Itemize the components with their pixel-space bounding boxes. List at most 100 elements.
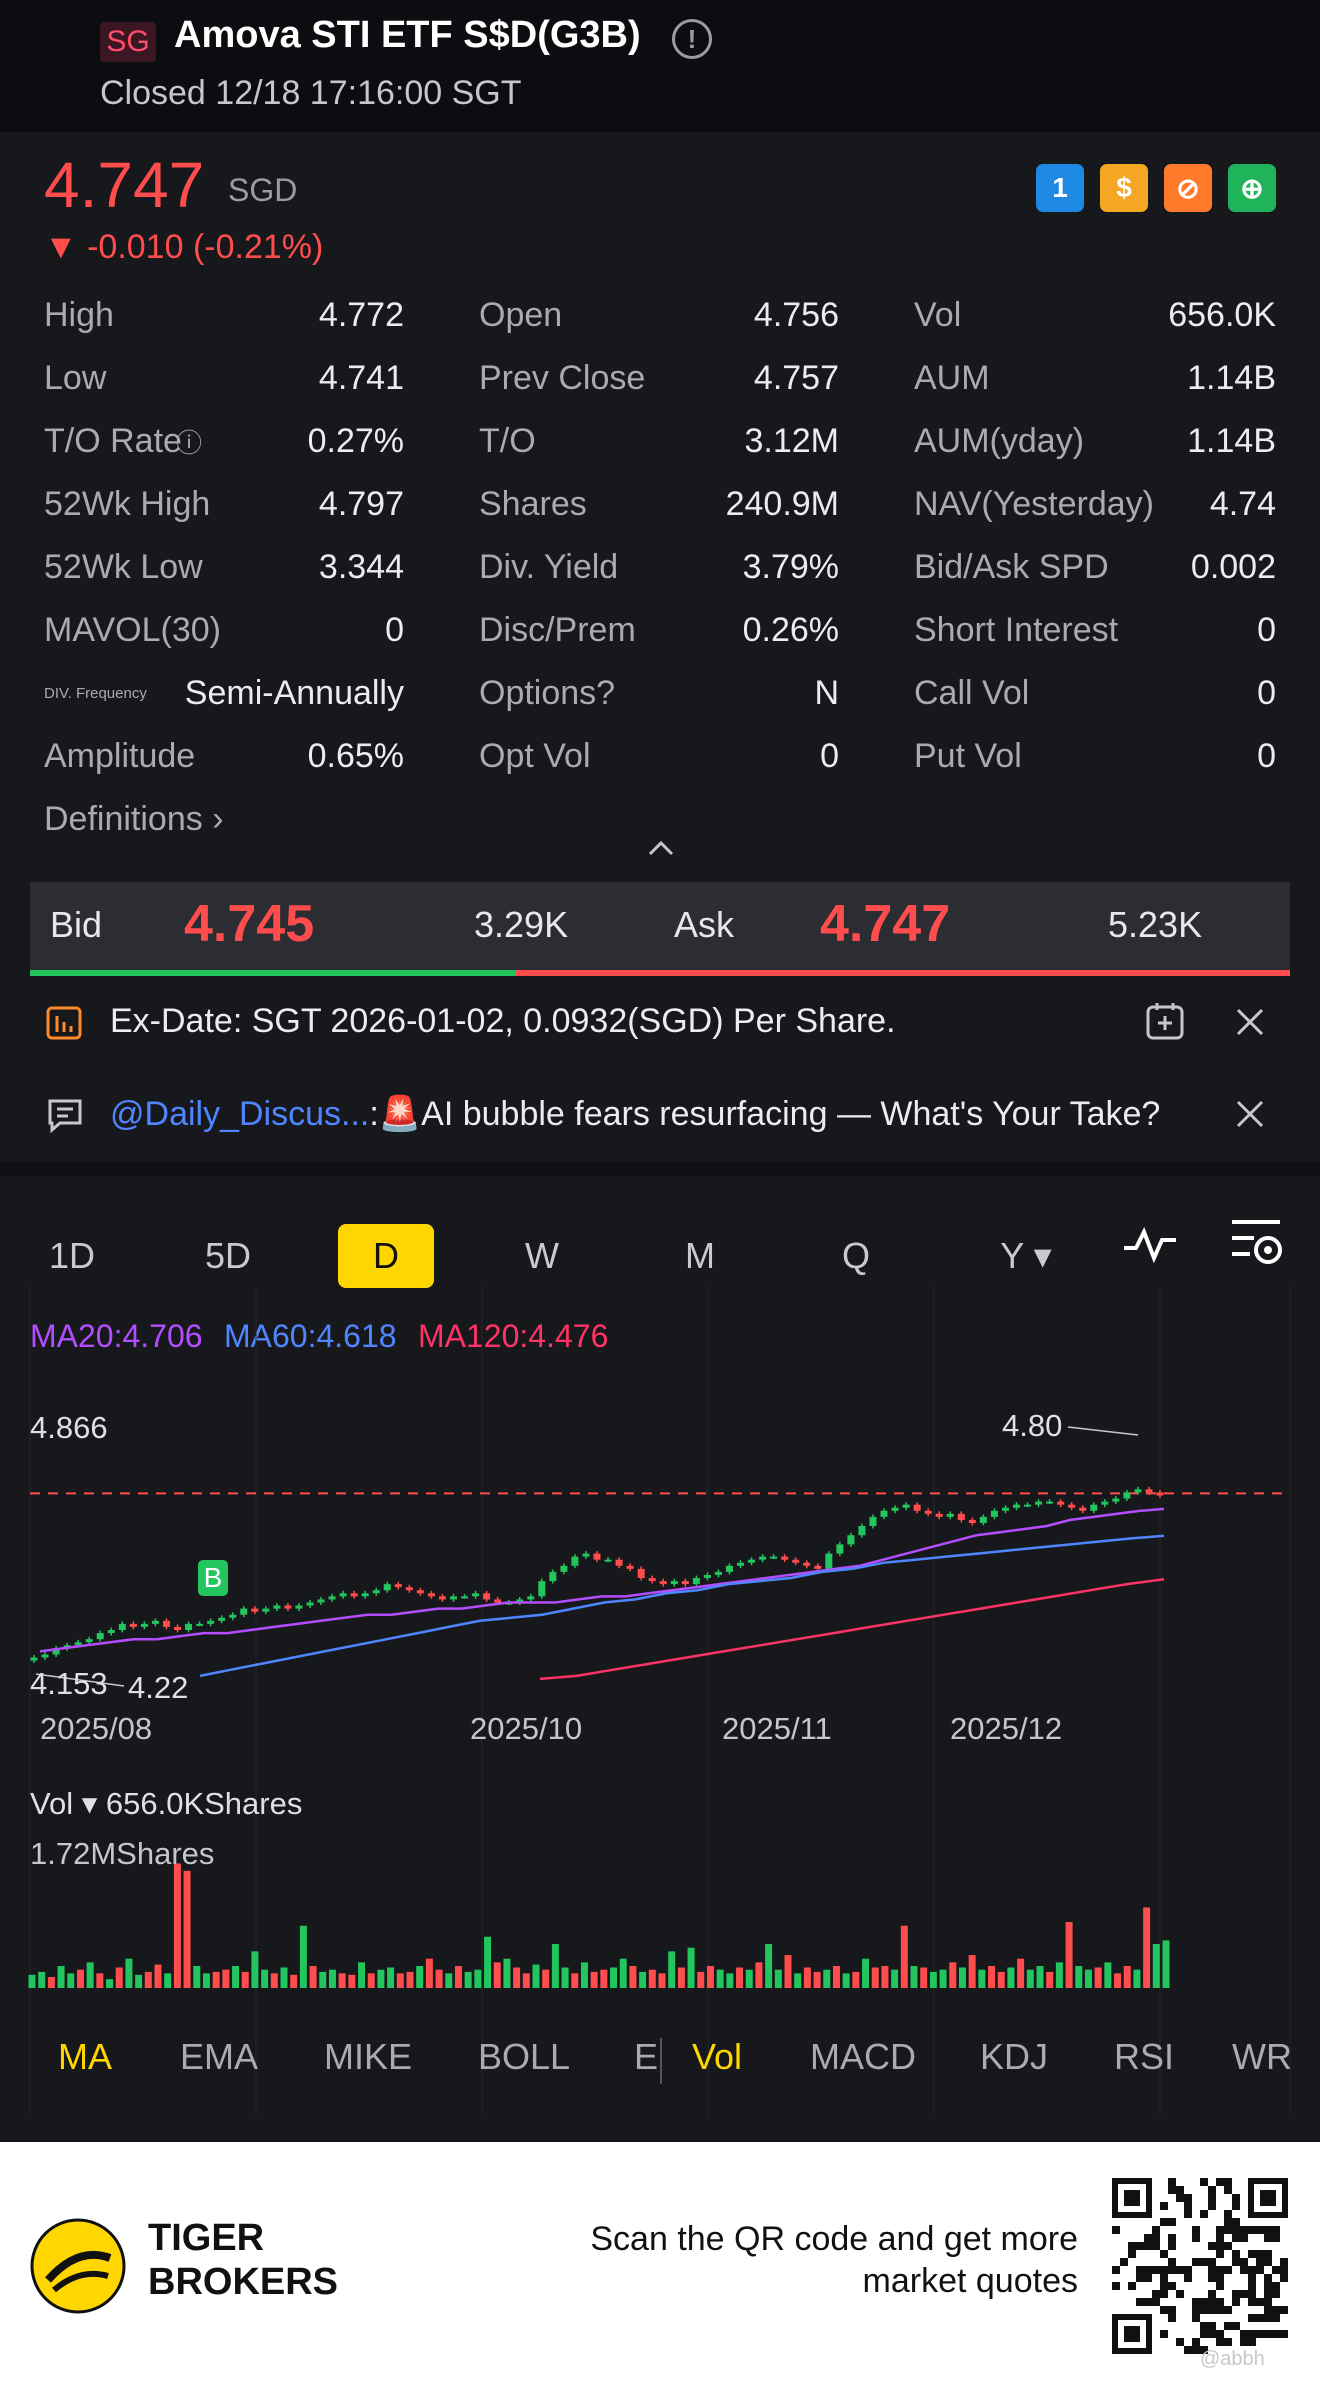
candle-body — [792, 1559, 800, 1563]
dollar-icon[interactable]: $ — [1100, 164, 1148, 212]
indicator-ma[interactable]: MA — [58, 2036, 112, 2077]
qr-module — [1232, 2258, 1240, 2266]
volume-bar — [290, 1974, 298, 1988]
savings-icon[interactable]: ⊕ — [1228, 164, 1276, 212]
qr-module — [1272, 2330, 1280, 2338]
stat-label: T/O Rate — [44, 422, 182, 460]
lightning-icon[interactable]: 1 — [1036, 164, 1084, 212]
indicator-rsi[interactable]: RSI — [1114, 2036, 1175, 2077]
candle-body — [770, 1556, 778, 1559]
candle-body — [1101, 1501, 1109, 1505]
qr-module — [1272, 2266, 1280, 2274]
indicator-vol[interactable]: Vol — [692, 2036, 743, 2077]
volume-bar — [348, 1974, 356, 1988]
stat-cell: Vol 656.0K — [914, 284, 1276, 347]
qr-code[interactable] — [1112, 2178, 1288, 2354]
qr-module — [1240, 2266, 1248, 2274]
qr-module — [1264, 2250, 1272, 2258]
tab-q[interactable]: Q — [841, 1235, 870, 1276]
stat-label: Call Vol — [914, 674, 1030, 712]
no-short-icon[interactable]: ⊘ — [1164, 164, 1212, 212]
volume-bar — [687, 1947, 695, 1988]
indicator-kdj[interactable]: KDJ — [980, 2036, 1049, 2077]
volume-bar — [978, 1969, 986, 1988]
volume-header[interactable]: Vol ▾ 656.0KShares — [30, 1786, 303, 1821]
tab-m[interactable]: M — [685, 1235, 715, 1276]
discussion-user-link[interactable]: @Daily_Discus... — [110, 1095, 370, 1133]
qr-module — [1112, 2282, 1120, 2290]
last-price: 4.747 — [44, 149, 205, 221]
qr-module — [1248, 2266, 1256, 2274]
volume-bar — [425, 1958, 433, 1988]
candle-body — [1079, 1507, 1087, 1511]
qr-module — [1200, 2178, 1208, 2186]
indicator-mike[interactable]: MIKE — [324, 2036, 413, 2077]
volume-bar — [144, 1971, 152, 1988]
tab-1d[interactable]: 1D — [48, 1235, 96, 1276]
stat-label: 52Wk High — [44, 485, 211, 523]
candle-body — [162, 1620, 170, 1627]
price-change: ▼ -0.010 (-0.21%) — [44, 228, 324, 266]
exdate-text: Ex-Date: SGT 2026-01-02, 0.0932(SGD) Per… — [110, 1002, 896, 1040]
discussion-notice[interactable]: @Daily_Discus...:🚨AI bubble fears resurf… — [0, 1070, 1320, 1162]
qr-module — [1216, 2282, 1224, 2290]
watermark: @abbh — [1200, 2348, 1265, 2370]
close-icon[interactable] — [1232, 1004, 1268, 1040]
chart-settings-icon[interactable] — [1228, 1214, 1284, 1270]
cta-line1: Scan the QR code and get more — [590, 2220, 1078, 2258]
candle-body — [935, 1513, 943, 1517]
info-circle-icon[interactable]: ⓘ — [175, 428, 202, 458]
volume-bar — [610, 1967, 618, 1988]
qr-module — [1232, 2250, 1240, 2258]
stat-label: Div. Yield — [479, 548, 619, 586]
close-icon[interactable] — [1232, 1096, 1268, 1132]
info-icon[interactable]: ! — [672, 19, 712, 59]
bid-ask-bar: Bid 4.745 3.29K Ask 4.747 5.23K — [30, 882, 1290, 976]
tab-y[interactable]: Y ▾ — [1000, 1235, 1052, 1276]
qr-module — [1280, 2266, 1288, 2274]
tab-w[interactable]: W — [525, 1235, 559, 1276]
volume-bar — [988, 1966, 996, 1988]
candle-body — [1068, 1504, 1076, 1508]
indicator-macd[interactable]: MACD — [810, 2036, 916, 2077]
indicator-wr[interactable]: WR — [1232, 2036, 1292, 2077]
stats-row: Low 4.741 Prev Close 4.757 AUM 1.14B — [44, 347, 1276, 410]
volume-bar — [232, 1966, 240, 1988]
stat-value: 4.74 — [1209, 485, 1276, 523]
candle-body — [968, 1519, 976, 1523]
indicator-boll[interactable]: BOLL — [478, 2036, 571, 2077]
candle-body — [560, 1565, 568, 1572]
volume-bar — [736, 1967, 744, 1988]
candle-body — [461, 1596, 469, 1599]
indicator-e[interactable]: E — [634, 2036, 659, 2077]
high-marker-label: 4.80 — [1002, 1408, 1063, 1443]
tab-5d[interactable]: 5D — [204, 1235, 252, 1276]
qr-module — [1248, 2226, 1256, 2234]
qr-module — [1152, 2234, 1160, 2242]
candle-body — [703, 1574, 711, 1579]
candle-body — [847, 1535, 855, 1545]
candle-body — [427, 1593, 435, 1597]
indicator-wave-icon[interactable] — [1120, 1222, 1180, 1266]
title-bar: SG Amova STI ETF S$D(G3B) ! Closed 12/18… — [0, 0, 1320, 132]
indicator-ema[interactable]: EMA — [180, 2036, 259, 2077]
definitions-link[interactable]: Definitions › — [44, 800, 224, 839]
volume-bar — [164, 1973, 172, 1988]
qr-module — [1120, 2258, 1128, 2266]
qr-module — [1224, 2186, 1232, 2194]
collapse-caret-icon[interactable] — [644, 832, 678, 866]
exdate-notice[interactable]: Ex-Date: SGT 2026-01-02, 0.0932(SGD) Per… — [0, 978, 1320, 1070]
candle-body — [1001, 1507, 1009, 1511]
volume-bar — [677, 1967, 685, 1988]
buy-marker[interactable]: B — [198, 1560, 228, 1596]
qr-module — [1208, 2330, 1216, 2338]
stat-value: 0.26% — [742, 611, 839, 649]
add-calendar-icon[interactable] — [1144, 1000, 1186, 1042]
price-chart[interactable] — [0, 1176, 1320, 2142]
candle-body — [957, 1513, 965, 1520]
stat-label: Low — [44, 359, 107, 397]
tab-d[interactable]: D — [338, 1224, 434, 1288]
candle-body — [295, 1605, 303, 1609]
candle-body — [979, 1516, 987, 1523]
volume-bar — [309, 1966, 317, 1988]
